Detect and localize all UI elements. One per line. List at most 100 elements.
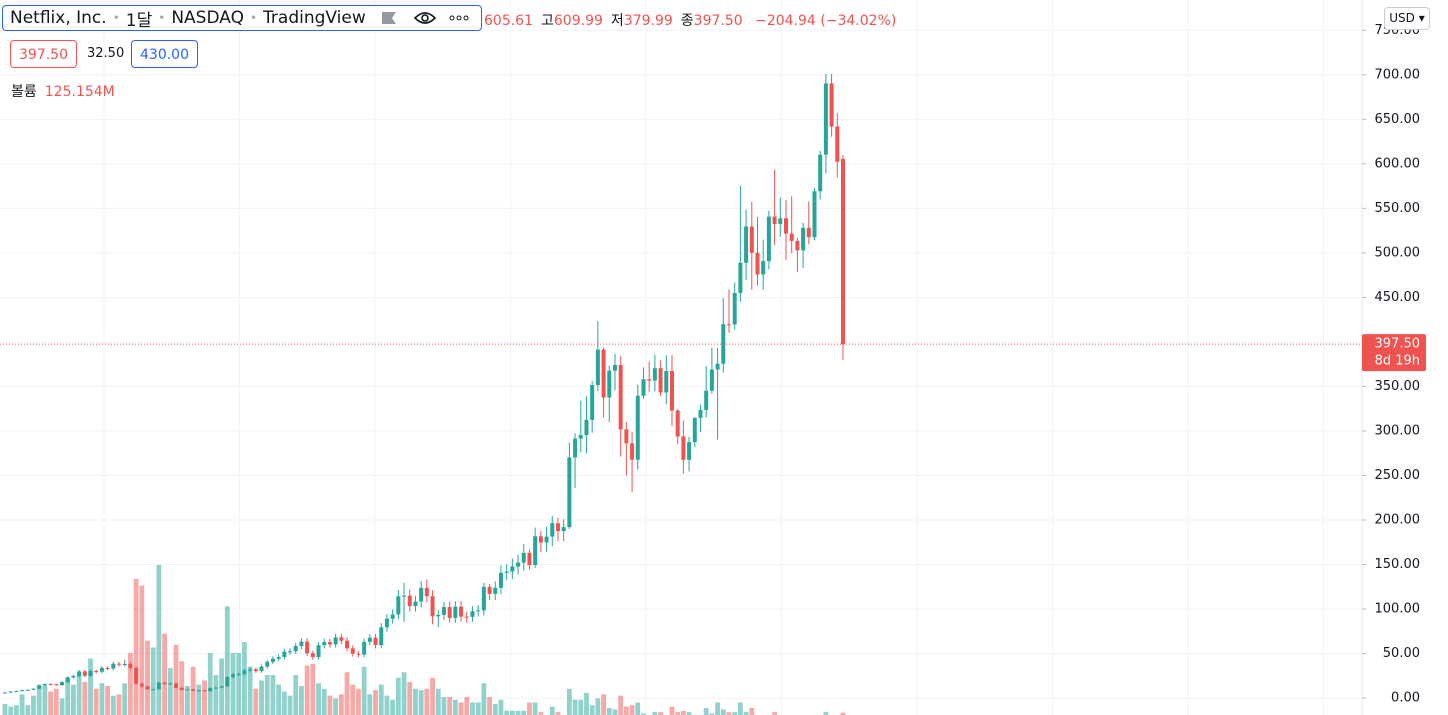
candle-body	[470, 611, 475, 617]
volume-bar	[481, 683, 487, 715]
candle-body	[476, 610, 481, 612]
eye-icon[interactable]	[413, 10, 436, 26]
candle-body	[698, 409, 703, 418]
candle-body	[339, 637, 344, 641]
volume-bar	[424, 688, 430, 715]
buy-button[interactable]: 430.00	[131, 40, 198, 68]
y-tick-label: 0.00	[1391, 691, 1420, 706]
candle-body	[652, 368, 657, 381]
volume-bar	[578, 699, 584, 715]
candle-body	[185, 689, 190, 691]
currency-button[interactable]: USD ▾	[1384, 7, 1430, 30]
candle-body	[783, 218, 788, 234]
volume-bar	[566, 688, 572, 715]
volume-bar	[162, 633, 168, 715]
close-value: 397.50	[693, 13, 743, 29]
volume-bar	[19, 694, 25, 715]
candle-body	[293, 645, 298, 652]
y-tick-label: 350.00	[1375, 379, 1421, 394]
candle-body	[379, 627, 384, 646]
candle-body	[550, 523, 555, 537]
candle-body	[521, 552, 526, 563]
volume-bar	[361, 666, 367, 715]
volume-bar	[669, 706, 675, 715]
volume-bar	[743, 712, 749, 715]
volume-bar	[25, 705, 31, 715]
high-value: 609.99	[553, 13, 603, 29]
volume-bar	[515, 710, 521, 715]
candle-body	[122, 663, 127, 665]
volume-bar	[8, 706, 14, 715]
volume-bar	[823, 712, 829, 715]
volume-bar	[196, 684, 202, 715]
volume-bar	[538, 712, 544, 715]
volume-bar	[145, 640, 150, 715]
candle-body	[322, 642, 327, 646]
more-icon[interactable]	[448, 10, 470, 26]
candle-body	[841, 158, 845, 345]
symbol-name[interactable]: Netflix, Inc.	[10, 8, 107, 28]
y-tick-label: 50.00	[1383, 646, 1420, 661]
volume-bar	[333, 698, 339, 715]
candle-body	[396, 596, 401, 615]
sell-button[interactable]: 397.50	[10, 40, 77, 68]
y-tick-label: 250.00	[1375, 468, 1421, 483]
exchange: NASDAQ	[171, 8, 244, 28]
candle-body	[812, 191, 817, 238]
interval[interactable]: 1달	[125, 10, 153, 31]
volume-bar	[492, 703, 498, 715]
candle-body	[709, 369, 714, 391]
volume-value: 125.154M	[44, 84, 115, 100]
volume-bar	[498, 699, 504, 715]
volume-bar	[230, 653, 236, 715]
volume-bar	[350, 684, 356, 715]
volume-bar	[635, 702, 641, 715]
volume-bar	[527, 702, 532, 715]
volume-bar	[207, 653, 213, 715]
candle-body	[248, 669, 253, 671]
volume-bar	[504, 710, 510, 715]
volume-bar	[224, 606, 230, 715]
candle-body	[82, 671, 87, 676]
volume-bar	[236, 653, 242, 715]
candle-body	[527, 552, 532, 566]
candle-body	[669, 371, 674, 411]
volume-bar	[321, 688, 327, 715]
candle-body	[99, 667, 104, 672]
volume-bar	[31, 695, 36, 715]
volume-bar	[726, 712, 732, 715]
candle-body	[778, 218, 783, 225]
volume-bar	[133, 578, 139, 715]
volume-bar	[675, 712, 681, 715]
candle-body	[384, 618, 389, 628]
candle-body	[755, 252, 760, 275]
candle-body	[316, 645, 321, 658]
flag-icon[interactable]	[380, 10, 398, 26]
volume-bar	[618, 695, 624, 715]
volume-bar	[549, 706, 555, 715]
volume-bar	[299, 686, 304, 715]
volume-bar	[316, 683, 321, 715]
candle-body	[60, 682, 65, 686]
candle-body	[333, 637, 338, 645]
volume-bar	[344, 672, 350, 715]
candle-body	[801, 227, 806, 251]
candle-body	[664, 371, 669, 393]
y-tick-label: 200.00	[1375, 513, 1421, 528]
volume-bar	[606, 708, 612, 715]
candle-body	[242, 670, 247, 675]
volume-bar	[641, 713, 646, 715]
volume-bar	[435, 688, 441, 715]
candle-body	[54, 684, 59, 686]
symbol-legend[interactable]: Netflix, Inc. • 1달 • NASDAQ • TradingVie…	[2, 5, 482, 31]
volume-bar	[447, 697, 453, 715]
candle-body	[555, 523, 560, 532]
candle-body	[208, 688, 213, 692]
volume-bar	[110, 695, 116, 715]
candle-body	[481, 586, 486, 611]
candle-body	[436, 614, 441, 617]
volume-bar	[458, 702, 464, 715]
volume-bar	[213, 675, 219, 715]
separator: •	[158, 11, 166, 25]
